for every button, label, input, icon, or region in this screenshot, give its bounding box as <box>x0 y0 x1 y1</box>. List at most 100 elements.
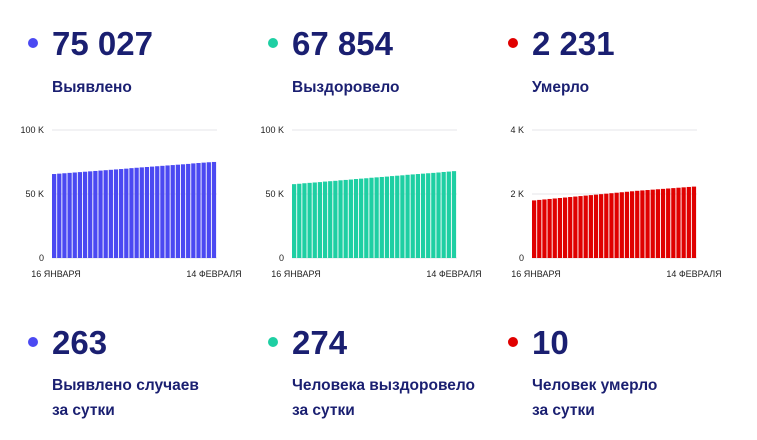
bar <box>593 194 599 258</box>
bar <box>614 192 619 258</box>
bar <box>451 171 457 258</box>
y-tick-label: 2 K <box>510 189 524 199</box>
daily-recovered-label-line2: за сутки <box>292 402 355 419</box>
bar <box>420 173 426 258</box>
bar <box>180 164 186 258</box>
bar <box>302 183 307 258</box>
daily-died-dot <box>508 337 518 347</box>
bar <box>317 182 323 258</box>
x-end-label: 14 ФЕВРАЛЯ <box>186 269 241 279</box>
bar <box>359 178 364 258</box>
y-tick-label: 0 <box>279 253 284 263</box>
bar <box>441 171 446 258</box>
bar <box>542 199 547 258</box>
bar <box>312 182 317 258</box>
bar <box>578 196 583 258</box>
bar <box>62 173 67 258</box>
bar <box>588 195 593 258</box>
bar <box>426 173 431 258</box>
bar <box>364 178 369 258</box>
bar <box>170 165 175 258</box>
bar <box>77 172 83 258</box>
bar <box>165 165 170 258</box>
bar <box>629 191 635 258</box>
died-chart: 0 2 K 4 K 16 ЯНВАРЯ 14 ФЕВРАЛЯ <box>510 125 721 279</box>
bar <box>405 174 410 258</box>
bar <box>686 186 691 258</box>
daily-detected-value: 263 <box>52 324 108 361</box>
bar <box>98 170 103 258</box>
bar <box>160 165 165 258</box>
bar <box>175 164 181 258</box>
bar <box>307 182 312 258</box>
recovered-total: 67 854 <box>292 25 393 62</box>
bar <box>108 169 113 258</box>
y-tick-label: 4 K <box>510 125 524 135</box>
bar <box>640 190 645 258</box>
bar <box>134 167 139 258</box>
bar <box>660 188 666 258</box>
bar <box>415 174 421 258</box>
bar <box>206 162 211 258</box>
bar <box>609 193 614 258</box>
bar <box>446 171 451 258</box>
bar <box>129 168 134 258</box>
bar <box>676 187 681 258</box>
bar <box>619 192 624 258</box>
daily-recovered-value: 274 <box>292 324 348 361</box>
daily-recovered-dot <box>268 337 278 347</box>
daily-died-label-line2: за сутки <box>532 402 595 419</box>
bar <box>103 170 108 258</box>
died-label: Умерло <box>532 79 590 96</box>
bar <box>67 172 72 258</box>
bar <box>671 188 676 258</box>
detected-chart: 0 50 K 100 K 16 ЯНВАРЯ 14 ФЕВРАЛЯ <box>20 125 241 279</box>
y-tick-label: 100 K <box>20 125 44 135</box>
bar <box>149 166 155 258</box>
bar <box>322 181 328 258</box>
bar <box>379 176 384 258</box>
bar <box>395 175 400 258</box>
bar <box>573 196 578 258</box>
bar <box>196 163 201 258</box>
bar <box>436 172 441 258</box>
daily-detected-label-line1: Выявлено случаев <box>52 377 199 394</box>
bar <box>650 189 655 258</box>
y-tick-label: 100 K <box>260 125 284 135</box>
y-tick-label: 0 <box>39 253 44 263</box>
bar <box>400 175 405 258</box>
died-total: 2 231 <box>532 25 615 62</box>
x-end-label: 14 ФЕВРАЛЯ <box>426 269 481 279</box>
bar <box>93 170 98 258</box>
bar <box>139 167 144 258</box>
bar <box>72 172 77 258</box>
bar <box>328 181 333 258</box>
recovered-dot <box>268 38 278 48</box>
bar <box>604 193 609 258</box>
recovered-chart: 0 50 K 100 K 16 ЯНВАРЯ 14 ФЕВРАЛЯ <box>260 125 481 279</box>
x-start-label: 16 ЯНВАРЯ <box>271 269 321 279</box>
bar <box>343 179 348 258</box>
bar <box>374 177 379 258</box>
x-end-label: 14 ФЕВРАЛЯ <box>666 269 721 279</box>
bar <box>124 168 129 258</box>
bar <box>369 177 374 258</box>
bar <box>537 199 542 258</box>
y-tick-label: 50 K <box>25 189 44 199</box>
bar <box>557 198 563 258</box>
bar <box>52 174 57 258</box>
y-tick-label: 50 K <box>265 189 284 199</box>
bar <box>144 166 150 258</box>
bar <box>119 169 124 258</box>
bar <box>691 186 697 258</box>
detected-total: 75 027 <box>52 25 153 62</box>
detected-dot <box>28 38 38 48</box>
bar <box>353 179 359 258</box>
bar <box>389 176 395 258</box>
bar <box>635 190 640 258</box>
detected-label: Выявлено <box>52 79 132 96</box>
bar <box>201 162 206 258</box>
daily-detected-label-line2: за сутки <box>52 402 115 419</box>
bar <box>113 169 119 258</box>
bar <box>211 161 217 258</box>
